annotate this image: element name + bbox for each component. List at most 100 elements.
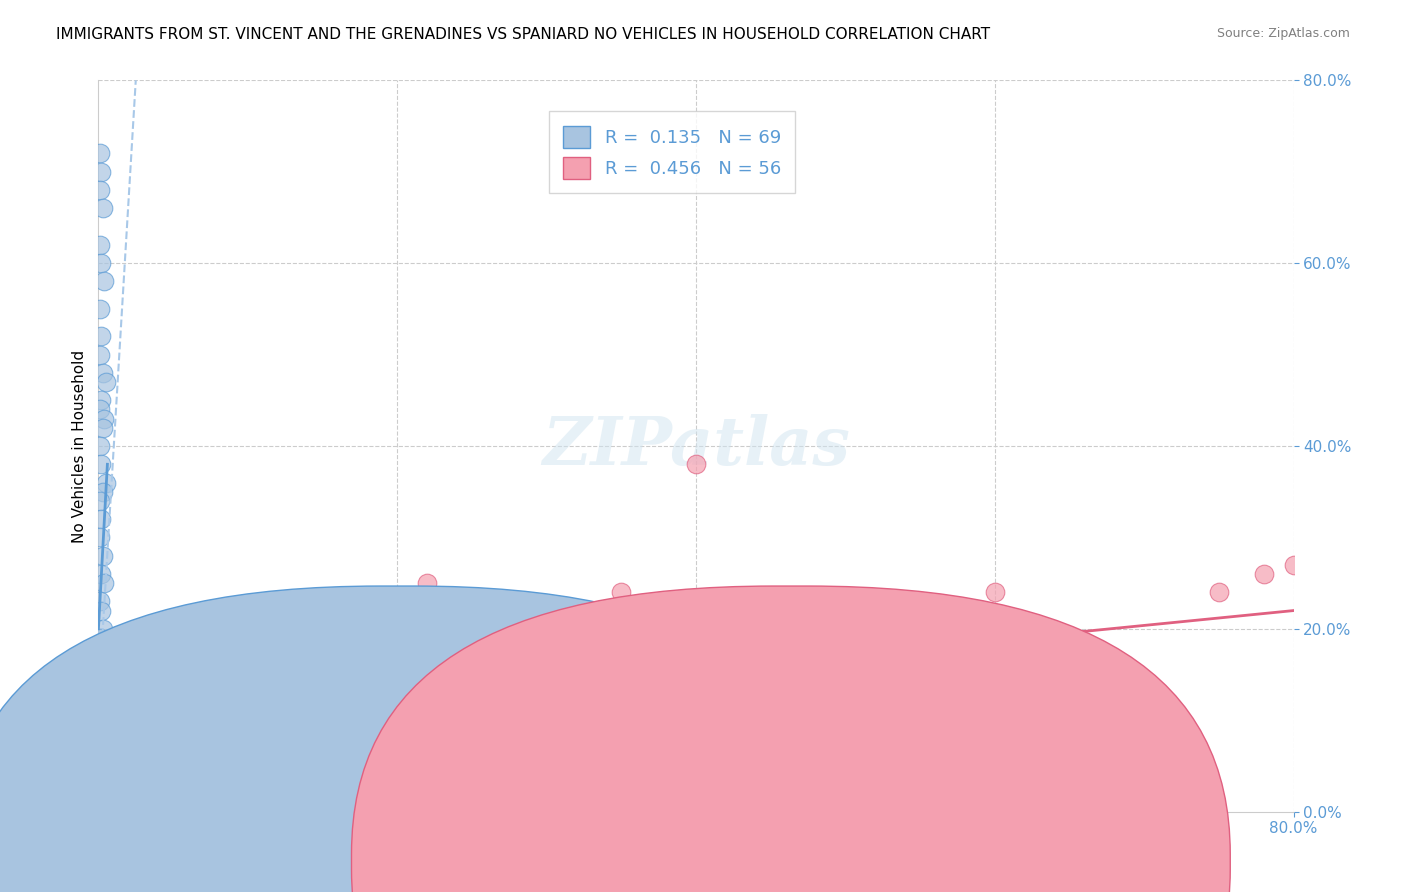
Point — [89, 749, 111, 764]
Point — [1208, 585, 1230, 599]
Point — [89, 676, 111, 690]
Point — [281, 658, 304, 673]
Point — [89, 439, 111, 453]
Point — [159, 686, 181, 700]
Point — [89, 740, 111, 755]
Point — [834, 603, 856, 617]
Point — [91, 201, 114, 215]
Point — [311, 667, 333, 681]
Point — [89, 723, 111, 737]
Point — [132, 714, 155, 728]
Point — [90, 740, 112, 755]
Text: ZIPatlas: ZIPatlas — [543, 414, 849, 478]
Point — [155, 676, 177, 690]
Point — [90, 723, 112, 737]
Point — [105, 714, 128, 728]
Point — [90, 749, 112, 764]
Point — [984, 585, 1007, 599]
Point — [1133, 686, 1156, 700]
Point — [91, 787, 114, 801]
Point — [91, 714, 114, 728]
Point — [89, 787, 111, 801]
Point — [125, 704, 148, 718]
Point — [1253, 567, 1275, 582]
Point — [385, 594, 409, 608]
Point — [342, 658, 364, 673]
Point — [90, 796, 112, 810]
Point — [91, 777, 114, 791]
Point — [94, 375, 117, 389]
Point — [90, 787, 112, 801]
Point — [90, 164, 112, 178]
Point — [1059, 686, 1081, 700]
Point — [93, 667, 115, 681]
Point — [89, 183, 111, 197]
Legend: R =  0.135   N = 69, R =  0.456   N = 56: R = 0.135 N = 69, R = 0.456 N = 56 — [548, 112, 796, 194]
Point — [90, 800, 112, 814]
Point — [356, 603, 378, 617]
Point — [89, 238, 111, 252]
Point — [93, 731, 115, 746]
Point — [91, 658, 114, 673]
Point — [91, 759, 114, 773]
Point — [91, 622, 114, 636]
Point — [91, 731, 114, 746]
Point — [162, 658, 184, 673]
Point — [120, 723, 142, 737]
Point — [89, 649, 111, 664]
Text: IMMIGRANTS FROM ST. VINCENT AND THE GRENADINES VS SPANIARD NO VEHICLES IN HOUSEH: IMMIGRANTS FROM ST. VINCENT AND THE GREN… — [56, 27, 990, 42]
Point — [89, 402, 111, 417]
Point — [90, 714, 112, 728]
Point — [236, 676, 259, 690]
Point — [685, 457, 707, 471]
Point — [908, 613, 931, 627]
Point — [110, 740, 132, 755]
Point — [461, 594, 484, 608]
Point — [90, 640, 112, 655]
Point — [114, 731, 136, 746]
Point — [90, 768, 112, 782]
Point — [214, 631, 236, 645]
Point — [326, 676, 349, 690]
Point — [89, 146, 111, 161]
Point — [93, 759, 115, 773]
Point — [93, 777, 115, 791]
Point — [91, 749, 114, 764]
Point — [90, 512, 112, 526]
Point — [139, 676, 162, 690]
Point — [97, 723, 120, 737]
Point — [90, 457, 112, 471]
Y-axis label: No Vehicles in Household: No Vehicles in Household — [72, 350, 87, 542]
Point — [267, 649, 290, 664]
Point — [506, 603, 529, 617]
Point — [1282, 558, 1305, 572]
Point — [89, 777, 111, 791]
Point — [94, 740, 117, 755]
Point — [89, 594, 111, 608]
Point — [90, 603, 112, 617]
Point — [90, 676, 112, 690]
Point — [90, 749, 112, 764]
Point — [91, 740, 114, 755]
Point — [90, 256, 112, 270]
Point — [89, 759, 111, 773]
Point — [129, 695, 152, 709]
Point — [93, 411, 115, 425]
Point — [90, 695, 112, 709]
Point — [759, 613, 782, 627]
Point — [91, 421, 114, 435]
Point — [117, 749, 139, 764]
Point — [89, 731, 111, 746]
Point — [93, 576, 115, 591]
Point — [89, 731, 111, 746]
Point — [90, 740, 112, 755]
Point — [222, 658, 245, 673]
Point — [90, 393, 112, 408]
Point — [150, 667, 173, 681]
Point — [143, 667, 166, 681]
Point — [89, 796, 111, 810]
Point — [103, 759, 125, 773]
Point — [90, 567, 112, 582]
Point — [89, 631, 111, 645]
Text: Source: ZipAtlas.com: Source: ZipAtlas.com — [1216, 27, 1350, 40]
